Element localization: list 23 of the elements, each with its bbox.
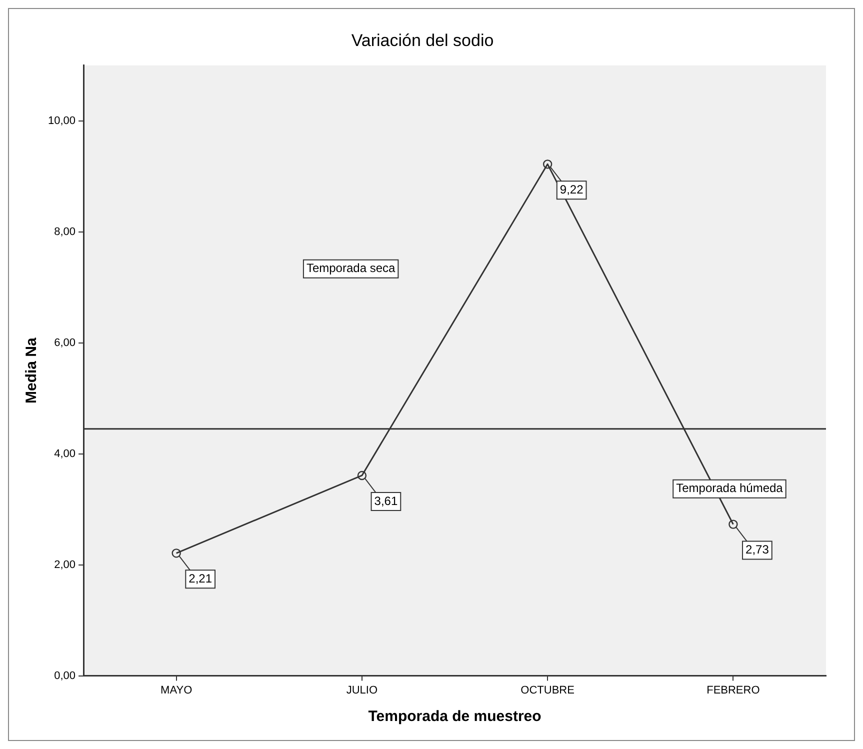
y-tick-label: 0,00 bbox=[54, 670, 76, 682]
y-tick-label: 2,00 bbox=[54, 558, 76, 571]
y-axis-title: Media Na bbox=[23, 337, 40, 404]
y-tick-label: 8,00 bbox=[54, 226, 76, 238]
y-tick-label: 10,00 bbox=[48, 114, 76, 127]
annotation: Temporada seca bbox=[306, 261, 396, 276]
data-label: 2,21 bbox=[188, 571, 212, 586]
point bbox=[172, 548, 181, 558]
point bbox=[357, 470, 367, 480]
x-tick-label: JULIO bbox=[346, 684, 378, 696]
point bbox=[542, 160, 552, 169]
x-tick-label: MAYO bbox=[160, 684, 193, 696]
point bbox=[728, 520, 738, 529]
y-tick-label: 4,00 bbox=[54, 448, 76, 460]
annotation: Temporada húmeda bbox=[676, 481, 784, 496]
x-tick-label: FEBRERO bbox=[706, 684, 760, 696]
x-axis-title: Temporada de muestreo bbox=[368, 708, 542, 726]
data-label: 9,22 bbox=[560, 182, 584, 196]
data-label: 3,61 bbox=[374, 494, 398, 508]
x-tick-label: OCTUBRE bbox=[520, 684, 574, 696]
y-tick-label: 6,00 bbox=[54, 336, 76, 349]
data-label: 2,73 bbox=[746, 542, 770, 557]
chart-title: Variación del sodio bbox=[351, 30, 494, 50]
